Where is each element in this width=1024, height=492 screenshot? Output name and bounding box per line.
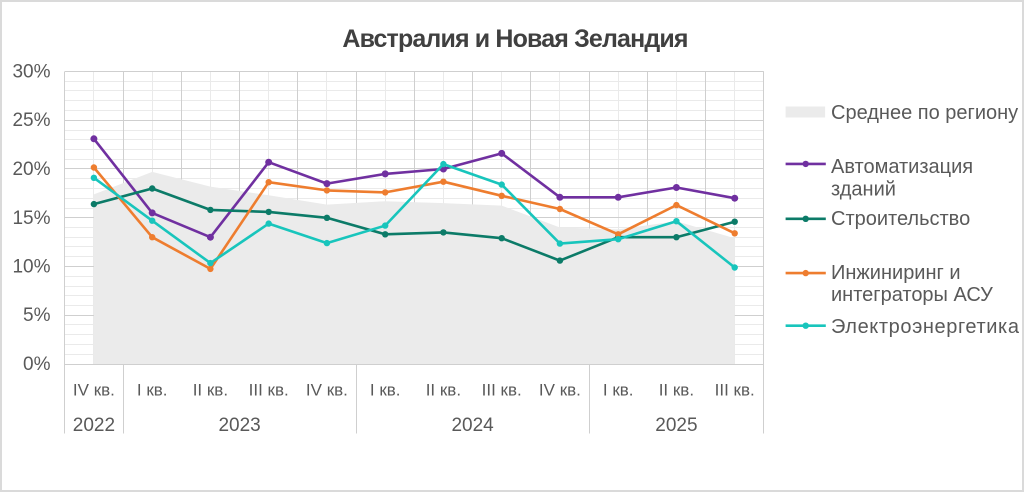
svg-text:25%: 25% — [12, 110, 50, 131]
svg-text:2024: 2024 — [451, 415, 494, 436]
svg-text:Среднее по региону: Среднее по региону — [831, 102, 1018, 124]
svg-text:Электроэнергетика: Электроэнергетика — [831, 316, 1020, 338]
svg-text:Инжиниринг и: Инжиниринг и — [831, 262, 961, 284]
svg-text:I кв.: I кв. — [603, 381, 634, 400]
svg-text:10%: 10% — [12, 257, 50, 278]
svg-text:I кв.: I кв. — [370, 381, 401, 400]
svg-text:Автоматизация: Автоматизация — [831, 156, 973, 178]
svg-text:2025: 2025 — [655, 415, 697, 436]
svg-text:I кв.: I кв. — [137, 381, 168, 400]
svg-text:Австралия и Новая Зеландия: Австралия и Новая Зеландия — [342, 25, 687, 53]
svg-text:Строительство: Строительство — [831, 208, 970, 230]
svg-text:5%: 5% — [23, 305, 51, 326]
svg-text:0%: 0% — [23, 354, 51, 375]
svg-text:2022: 2022 — [73, 415, 115, 436]
svg-text:IV кв.: IV кв. — [73, 381, 115, 400]
svg-text:интеграторы АСУ: интеграторы АСУ — [831, 284, 993, 306]
svg-text:2023: 2023 — [218, 415, 260, 436]
svg-text:III кв.: III кв. — [482, 381, 522, 400]
svg-text:15%: 15% — [12, 208, 50, 229]
svg-text:зданий: зданий — [831, 179, 896, 201]
svg-text:IV кв.: IV кв. — [539, 381, 581, 400]
svg-text:30%: 30% — [12, 62, 50, 83]
svg-text:III кв.: III кв. — [249, 381, 289, 400]
svg-text:IV кв.: IV кв. — [306, 381, 348, 400]
svg-text:III кв.: III кв. — [715, 381, 755, 400]
svg-text:II кв.: II кв. — [659, 381, 694, 400]
svg-text:20%: 20% — [12, 159, 50, 180]
svg-text:II кв.: II кв. — [193, 381, 228, 400]
svg-text:II кв.: II кв. — [426, 381, 461, 400]
